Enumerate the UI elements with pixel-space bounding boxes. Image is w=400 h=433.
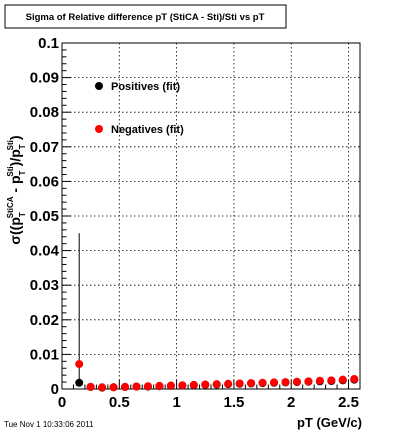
- title-box: Sigma of Relative difference pT (StiCA -…: [4, 4, 287, 29]
- chart-title: Sigma of Relative difference pT (StiCA -…: [26, 12, 265, 23]
- ylabel-sup1: StiCA: [6, 196, 15, 218]
- ylabel-sub1: T: [18, 212, 27, 217]
- ylabel-mid: - p: [7, 175, 23, 196]
- y-tick-label: 0.08: [30, 104, 59, 121]
- y-tick-label: 0.04: [30, 243, 60, 260]
- y-tick-label: 0.03: [30, 277, 59, 294]
- ylabel-sub3: T: [18, 144, 27, 149]
- data-point: [166, 381, 175, 390]
- x-axis-label: pT (GeV/c): [297, 415, 362, 430]
- series-positives: [75, 233, 359, 392]
- data-point: [212, 380, 221, 389]
- grid-layer: [62, 43, 360, 389]
- legend-label: Positives (fit): [111, 81, 180, 93]
- data-point: [75, 378, 84, 387]
- y-tick-label: 0.1: [38, 35, 59, 52]
- data-point: [327, 376, 336, 385]
- data-point: [338, 375, 347, 384]
- ylabel-sub2: T: [18, 170, 27, 175]
- data-point: [178, 381, 187, 390]
- ylabel-close: ): [7, 135, 23, 140]
- x-tick-label: 1.5: [223, 394, 244, 411]
- data-point: [75, 360, 84, 369]
- x-tick-label: 0: [58, 394, 66, 411]
- svg-text:σ((pTStiCA - pTSti)/pTSti): σ((pTStiCA - pTSti)/pTSti): [6, 135, 27, 244]
- data-layer: [75, 233, 359, 392]
- data-point: [292, 377, 301, 386]
- ylabel-sup2: Sti: [6, 166, 15, 176]
- y-tick-label: 0.09: [30, 70, 59, 87]
- data-point: [235, 379, 244, 388]
- legend: Positives (fit) Negatives (fit): [95, 81, 184, 136]
- data-point: [270, 378, 279, 387]
- axis-layer: 0 0.5 1 1.5 2 2.5 0 0.01 0.02 0.03 0.04 0.05 0.06 0.0…: [30, 35, 361, 411]
- legend-label: Negatives (fit): [111, 124, 184, 136]
- x-tick-label: 1: [172, 394, 180, 411]
- x-tick-label: 0.5: [109, 394, 130, 411]
- data-point: [132, 382, 141, 391]
- data-point: [189, 380, 198, 389]
- data-point: [247, 379, 256, 388]
- data-point: [98, 383, 107, 392]
- data-point: [258, 378, 267, 387]
- data-point: [155, 381, 164, 390]
- ylabel-sup3: Sti: [6, 140, 15, 150]
- data-point: [143, 382, 152, 391]
- x-tick-label: 2.5: [338, 394, 359, 411]
- y-tick-label: 0: [51, 381, 59, 398]
- legend-marker: [95, 125, 103, 133]
- y-tick-label: 0.01: [30, 346, 59, 363]
- data-point: [350, 374, 359, 383]
- legend-marker: [95, 82, 103, 90]
- y-axis-label: σ((pTStiCA - pTSti)/pTSti): [6, 135, 27, 244]
- x-tick-label: 2: [287, 394, 295, 411]
- series-negatives: [75, 360, 359, 392]
- y-tick-label: 0.07: [30, 139, 59, 156]
- y-tick-label: 0.06: [30, 173, 59, 190]
- data-point: [315, 376, 324, 385]
- ylabel-open: σ((p: [7, 217, 23, 244]
- data-point: [304, 377, 313, 386]
- data-point: [224, 379, 233, 388]
- y-tick-label: 0.02: [30, 312, 59, 329]
- data-point: [109, 383, 118, 392]
- timestamp: Tue Nov 1 10:33:06 2011: [4, 420, 94, 429]
- ylabel-mid2: )/p: [7, 149, 23, 166]
- data-point: [201, 380, 210, 389]
- data-point: [281, 378, 290, 387]
- data-point: [121, 382, 130, 391]
- y-tick-label: 0.05: [30, 208, 59, 225]
- data-point: [86, 382, 95, 391]
